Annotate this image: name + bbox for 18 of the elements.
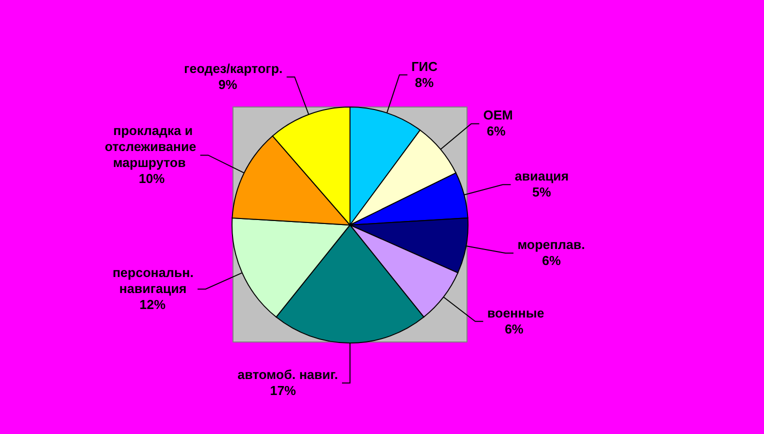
data-label: 9% bbox=[218, 77, 238, 92]
data-label: 17% bbox=[270, 383, 296, 398]
slice-label: автомоб. навиг. bbox=[238, 367, 338, 382]
data-label: 8% bbox=[414, 74, 434, 90]
data-label: 12% bbox=[140, 297, 166, 312]
slice-label: геодез/картогр. bbox=[184, 61, 283, 76]
data-label: 6% bbox=[504, 321, 524, 336]
slice-label: мореплав. bbox=[517, 237, 585, 252]
data-label: 5% bbox=[532, 184, 552, 200]
data-label: 6% bbox=[486, 124, 506, 139]
slice-label: OEM bbox=[483, 108, 513, 123]
data-label: 10% bbox=[138, 171, 166, 186]
slice-label: военные bbox=[487, 305, 544, 320]
slice-label: авиация bbox=[514, 168, 569, 184]
slice-label: ГИС bbox=[411, 58, 438, 74]
data-label: 6% bbox=[542, 253, 562, 268]
slice-label: прокладка и отслеживание маршрутов bbox=[104, 123, 196, 170]
slice-label: персональн. навигация bbox=[112, 265, 194, 296]
